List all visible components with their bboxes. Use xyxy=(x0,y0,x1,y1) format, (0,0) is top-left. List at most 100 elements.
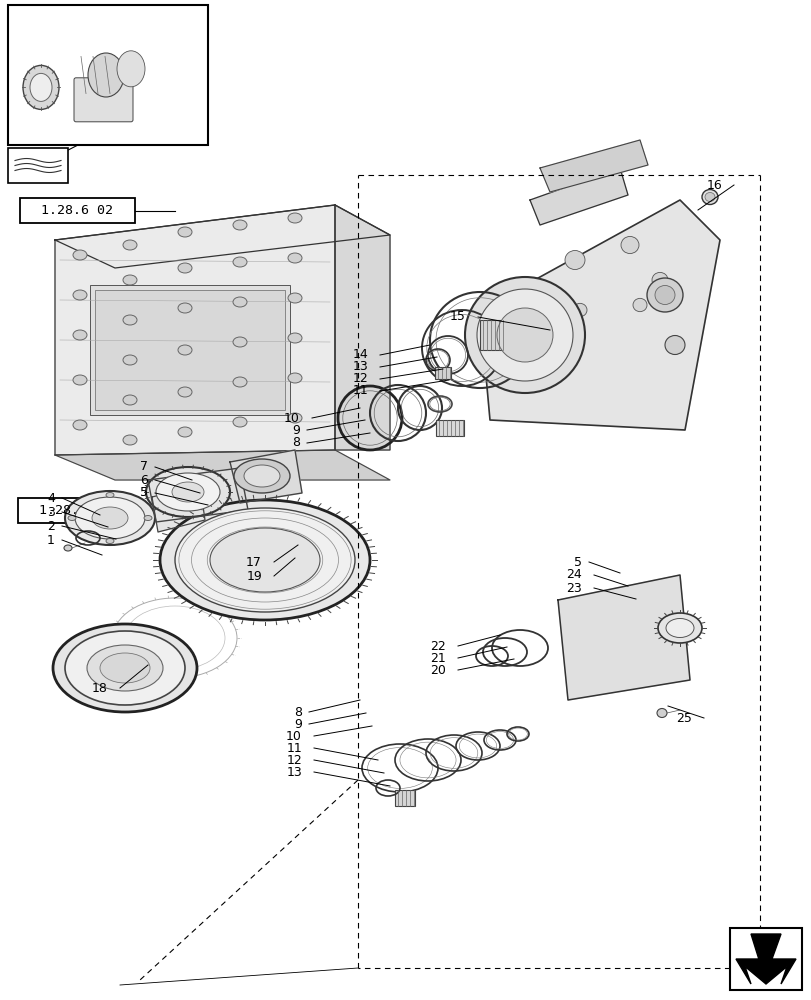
Text: 1.28.1 01: 1.28.1 01 xyxy=(40,504,111,517)
Bar xyxy=(8,148,68,183)
Ellipse shape xyxy=(654,286,674,304)
Ellipse shape xyxy=(288,373,302,383)
Text: 25: 25 xyxy=(676,711,691,724)
Bar xyxy=(8,5,208,145)
Polygon shape xyxy=(479,200,719,430)
Ellipse shape xyxy=(656,708,666,717)
Ellipse shape xyxy=(178,427,191,437)
Ellipse shape xyxy=(233,337,247,347)
Text: 21: 21 xyxy=(430,652,445,664)
Bar xyxy=(729,928,801,990)
Polygon shape xyxy=(735,934,795,984)
Ellipse shape xyxy=(573,303,586,317)
Text: 8: 8 xyxy=(294,706,302,718)
Text: 6: 6 xyxy=(140,474,148,487)
Ellipse shape xyxy=(233,377,247,387)
Ellipse shape xyxy=(64,545,72,551)
Ellipse shape xyxy=(665,618,693,638)
Ellipse shape xyxy=(92,507,128,529)
Ellipse shape xyxy=(88,53,124,97)
Polygon shape xyxy=(148,468,247,522)
Ellipse shape xyxy=(65,631,185,705)
Ellipse shape xyxy=(117,51,145,87)
Text: 14: 14 xyxy=(352,349,367,361)
Text: 11: 11 xyxy=(286,741,302,754)
Text: 1: 1 xyxy=(47,534,55,546)
Ellipse shape xyxy=(476,289,573,381)
Text: 18: 18 xyxy=(92,682,108,694)
Ellipse shape xyxy=(233,297,247,307)
Ellipse shape xyxy=(23,65,59,109)
Polygon shape xyxy=(55,205,389,268)
Ellipse shape xyxy=(122,315,137,325)
Bar xyxy=(95,290,285,410)
Ellipse shape xyxy=(100,653,150,683)
Bar xyxy=(394,790,414,806)
Ellipse shape xyxy=(704,193,714,202)
Ellipse shape xyxy=(122,395,137,405)
Polygon shape xyxy=(335,205,389,450)
Polygon shape xyxy=(539,140,647,192)
Ellipse shape xyxy=(496,308,552,362)
FancyBboxPatch shape xyxy=(74,78,133,122)
Ellipse shape xyxy=(156,473,220,511)
Ellipse shape xyxy=(233,257,247,267)
Ellipse shape xyxy=(646,278,682,312)
Ellipse shape xyxy=(178,303,191,313)
Ellipse shape xyxy=(122,355,137,365)
Ellipse shape xyxy=(651,272,667,288)
Ellipse shape xyxy=(122,435,137,445)
Ellipse shape xyxy=(288,333,302,343)
Polygon shape xyxy=(557,575,689,700)
Polygon shape xyxy=(21,23,195,125)
Text: 15: 15 xyxy=(449,310,466,324)
Ellipse shape xyxy=(65,491,155,545)
Ellipse shape xyxy=(210,528,320,592)
Ellipse shape xyxy=(172,482,204,502)
Text: 13: 13 xyxy=(352,360,367,373)
Ellipse shape xyxy=(53,624,197,712)
Bar xyxy=(436,420,463,436)
Ellipse shape xyxy=(233,220,247,230)
Text: 13: 13 xyxy=(286,766,302,778)
Ellipse shape xyxy=(175,508,354,612)
Text: 8: 8 xyxy=(292,436,299,450)
Text: 3: 3 xyxy=(47,506,55,518)
Ellipse shape xyxy=(178,387,191,397)
Ellipse shape xyxy=(75,497,145,539)
Bar xyxy=(479,320,504,350)
Ellipse shape xyxy=(68,516,76,520)
Ellipse shape xyxy=(178,263,191,273)
Text: 11: 11 xyxy=(352,384,367,397)
Text: 24: 24 xyxy=(565,568,581,582)
Text: 12: 12 xyxy=(286,754,302,766)
Bar xyxy=(18,498,133,523)
Text: 10: 10 xyxy=(285,729,302,742)
Ellipse shape xyxy=(122,240,137,250)
Ellipse shape xyxy=(234,459,290,493)
Text: 1.28.6 02: 1.28.6 02 xyxy=(41,204,114,217)
Bar xyxy=(90,285,290,415)
Ellipse shape xyxy=(73,330,87,340)
Text: 20: 20 xyxy=(430,664,445,676)
Ellipse shape xyxy=(233,417,247,427)
Ellipse shape xyxy=(633,298,646,312)
Bar xyxy=(435,367,450,379)
Text: 22: 22 xyxy=(430,640,445,652)
Ellipse shape xyxy=(288,253,302,263)
Ellipse shape xyxy=(564,250,584,269)
Text: 9: 9 xyxy=(294,717,302,730)
Ellipse shape xyxy=(664,336,684,355)
Ellipse shape xyxy=(657,613,702,643)
Polygon shape xyxy=(230,450,302,503)
Text: 17: 17 xyxy=(246,556,262,568)
Ellipse shape xyxy=(73,290,87,300)
Polygon shape xyxy=(55,450,389,480)
Ellipse shape xyxy=(122,275,137,285)
Ellipse shape xyxy=(146,467,230,517)
Ellipse shape xyxy=(30,73,52,101)
Text: 5: 5 xyxy=(573,556,581,568)
Text: 23: 23 xyxy=(565,582,581,594)
Text: 2: 2 xyxy=(47,520,55,532)
Ellipse shape xyxy=(106,538,114,544)
